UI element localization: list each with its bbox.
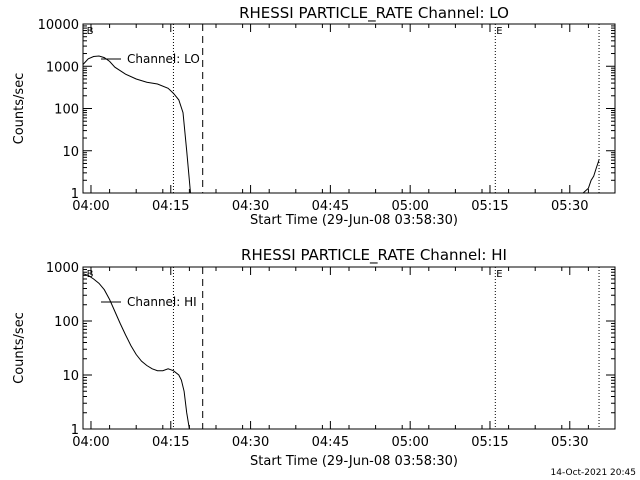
y-tick-label: 10 [62,145,79,160]
x-tick-label: 04:30 [232,435,269,450]
plot-frame [82,266,616,430]
x-tick-label: 05:30 [551,199,588,214]
x-axis-label: Start Time (29-Jun-08 03:58:30) [250,454,458,469]
corner-label: B [87,26,94,37]
series-line [82,273,190,430]
x-tick-label: 04:45 [312,199,349,214]
y-tick-label: 10 [62,369,79,384]
y-axis-label: Counts/sec [12,312,27,384]
footer-timestamp: 14-Oct-2021 20:45 [550,468,636,478]
series-line [582,159,600,194]
x-tick-label: 04:45 [312,435,349,450]
y-tick-label: 100 [54,103,79,118]
y-tick-label: 1000 [46,60,79,75]
x-tick-label: 05:15 [471,199,508,214]
corner-label: B [87,269,94,280]
y-tick-label: 1 [71,187,79,202]
chart-panel-2: RHESSI PARTICLE_RATE Channel: HI 04:00 04:… [12,246,616,469]
y-axis-label: Counts/sec [12,73,27,145]
y-tick-label: 100 [54,315,79,330]
x-tick-label: 04:15 [152,199,189,214]
y-tick-label: 10000 [38,18,79,33]
x-tick-label: 05:15 [471,435,508,450]
x-tick-label: 04:15 [152,435,189,450]
x-axis-label: Start Time (29-Jun-08 03:58:30) [250,213,458,228]
y-tick-label: 1000 [46,261,79,276]
x-tick-label: 04:30 [232,199,269,214]
x-tick-label: 05:00 [391,199,428,214]
series-line [82,55,191,194]
y-tick-label: 1 [71,423,79,438]
chart-panel-1: RHESSI PARTICLE_RATE Channel: LO 04:00 04:… [12,4,616,228]
x-tick-label: 05:30 [551,435,588,450]
plot-frame [82,23,616,194]
chart-title: RHESSI PARTICLE_RATE Channel: HI [241,246,507,265]
legend-label: Channel: LO [127,52,200,66]
x-tick-label: 05:00 [391,435,428,450]
corner-label: E [496,269,502,280]
chart-title: RHESSI PARTICLE_RATE Channel: LO [239,4,509,23]
x-tick-label: 04:00 [72,435,109,450]
legend-label: Channel: HI [127,295,197,309]
corner-label: E [496,26,502,37]
x-tick-label: 04:00 [72,199,109,214]
